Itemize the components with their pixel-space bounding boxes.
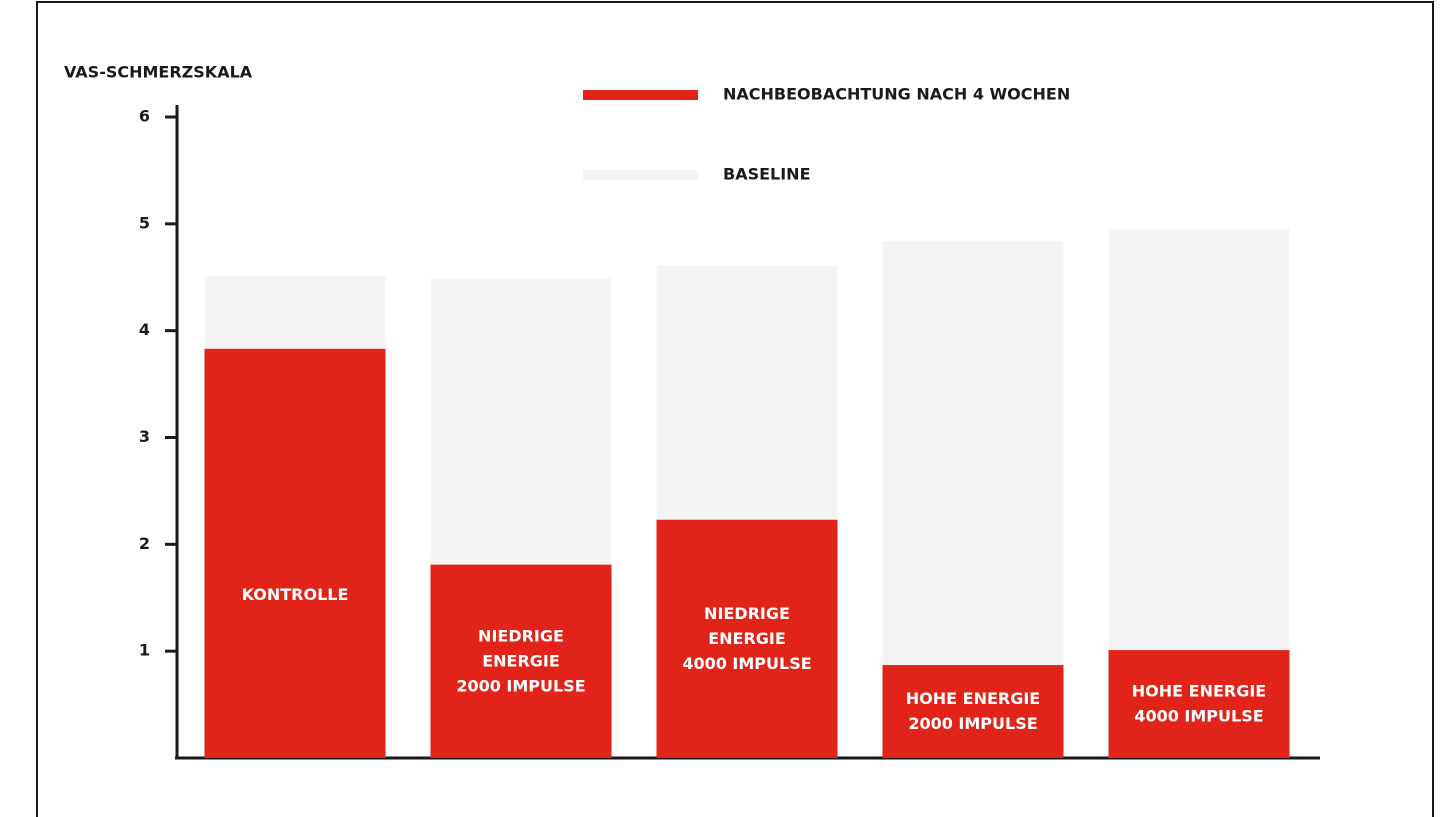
- category-label: NIEDRIGE ENERGIE 4000 IMPULSE: [682, 603, 811, 672]
- y-tick-label: 3: [139, 427, 150, 446]
- legend-label: BASELINE: [723, 165, 811, 184]
- y-tick-label: 6: [139, 107, 150, 126]
- y-axis-title: VAS-SCHMERZSKALA: [64, 63, 253, 82]
- y-tick-label: 4: [139, 320, 150, 339]
- y-tick-label: 2: [139, 534, 150, 553]
- category-label: NIEDRIGE ENERGIE 2000 IMPULSE: [456, 626, 585, 695]
- category-label: HOHE ENERGIE 4000 IMPULSE: [1132, 681, 1266, 725]
- y-tick-label: 5: [139, 213, 150, 232]
- category-label: HOHE ENERGIE 2000 IMPULSE: [906, 689, 1040, 733]
- legend-label: NACHBEOBACHTUNG NACH 4 WOCHEN: [723, 85, 1070, 104]
- category-label: KONTROLLE: [242, 585, 349, 604]
- bar: [430, 564, 612, 758]
- y-tick-label: 1: [139, 641, 150, 660]
- bar: [1108, 650, 1290, 758]
- bar: [204, 348, 386, 758]
- bar: [656, 519, 838, 758]
- legend-swatch: [583, 90, 698, 100]
- legend-swatch: [583, 170, 698, 180]
- bar: [882, 665, 1064, 758]
